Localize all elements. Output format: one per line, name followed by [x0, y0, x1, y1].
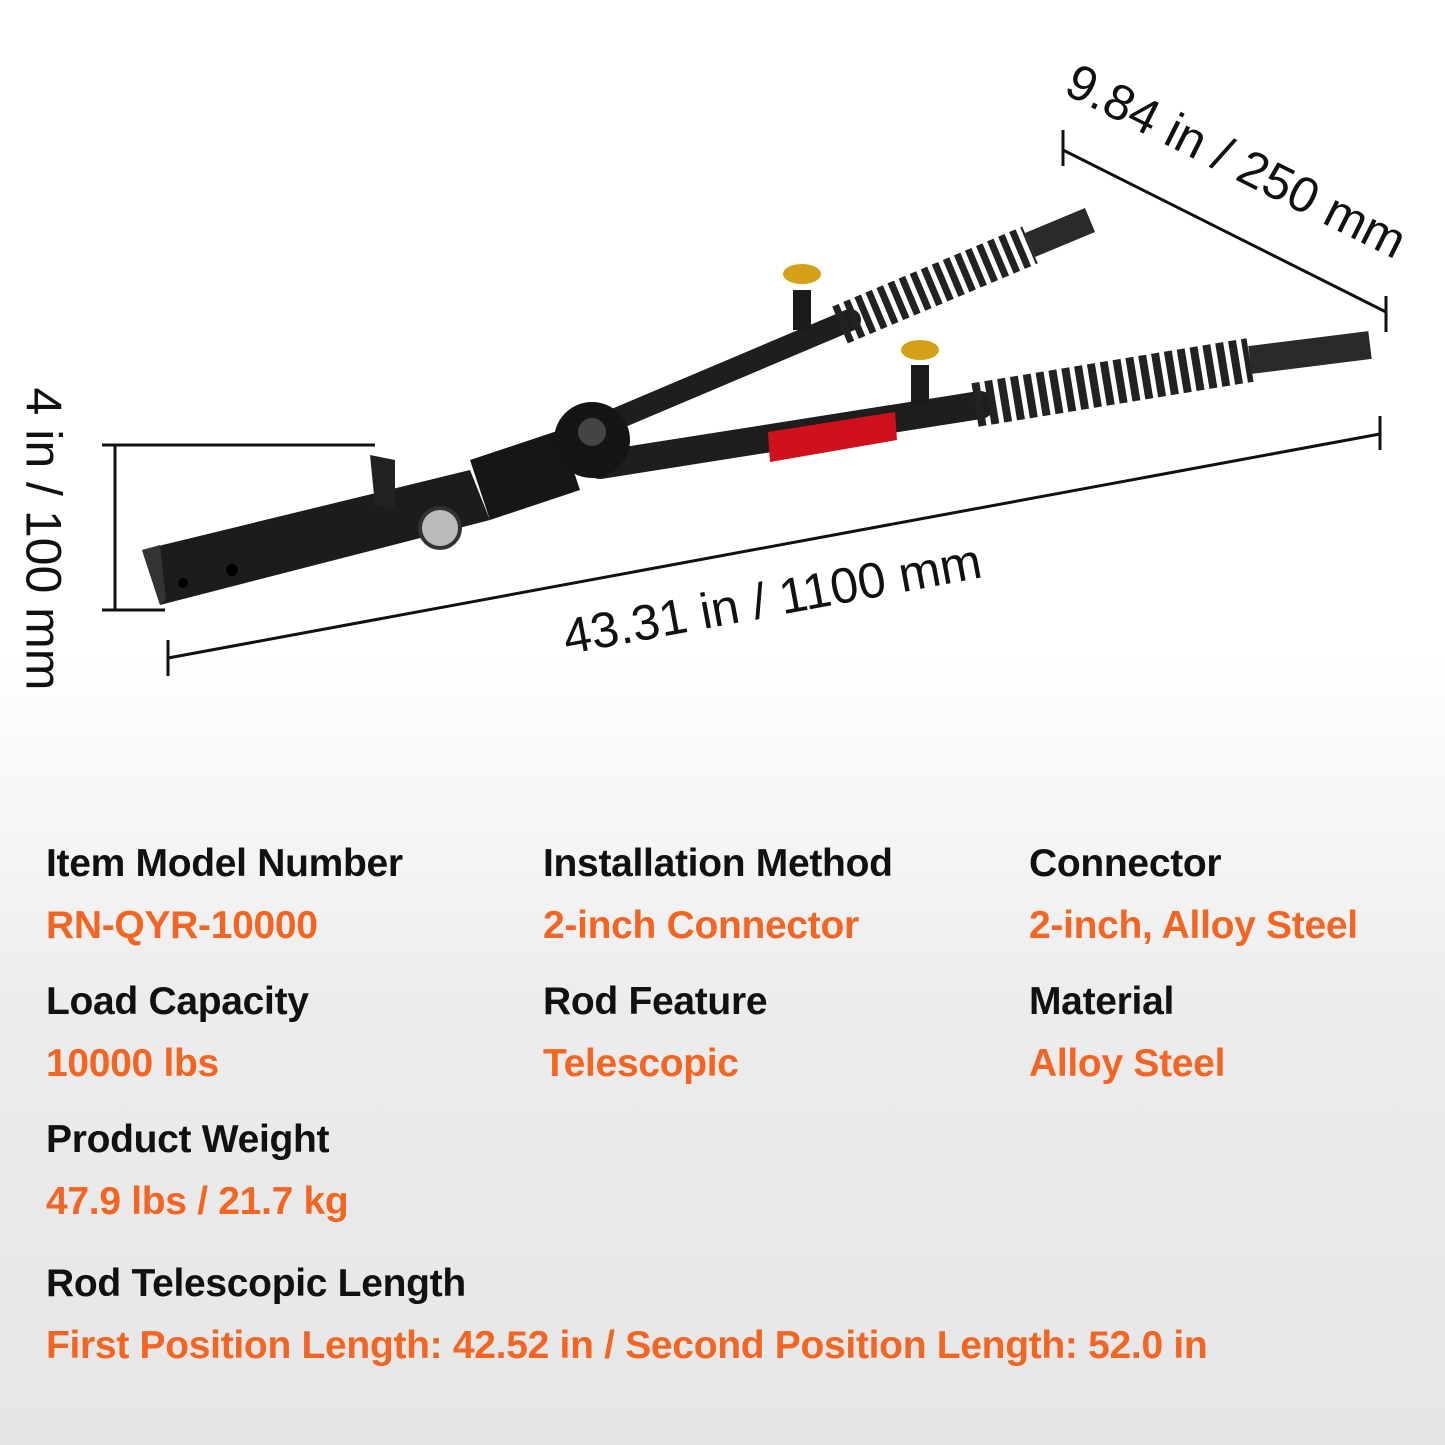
spec-value: First Position Length: 42.52 in / Second… [46, 1324, 1208, 1367]
spec-value: 2-inch, Alloy Steel [1029, 904, 1358, 947]
spec-rod-feature: Rod Feature Telescopic [543, 980, 768, 1086]
spec-value: 10000 lbs [46, 1042, 219, 1085]
spec-model-number: Item Model Number RN-QYR-10000 [46, 842, 403, 948]
spec-value: 2-inch Connector [543, 904, 859, 947]
lower-arm [586, 331, 1372, 479]
knob-icon [783, 264, 821, 284]
spec-label: Product Weight [46, 1118, 330, 1161]
spec-label: Rod Telescopic Length [46, 1262, 466, 1305]
spec-value: 47.9 lbs / 21.7 kg [46, 1180, 349, 1223]
spec-material: Material Alloy Steel [1029, 980, 1225, 1086]
height-dimension: 4 in / 100 mm [15, 387, 72, 691]
spec-label: Item Model Number [46, 842, 403, 885]
spec-label: Material [1029, 980, 1174, 1023]
spec-label: Rod Feature [543, 980, 768, 1023]
spec-product-weight: Product Weight 47.9 lbs / 21.7 kg [46, 1118, 349, 1224]
spec-load-capacity: Load Capacity 10000 lbs [46, 980, 309, 1086]
spec-value: Telescopic [543, 1042, 739, 1085]
tow-bar-product-image [102, 130, 1388, 676]
knob-icon [901, 340, 939, 360]
spec-connector: Connector 2-inch, Alloy Steel [1029, 842, 1358, 948]
upper-arm [579, 208, 1095, 441]
spec-value: RN-QYR-10000 [46, 904, 318, 947]
hitch-receiver [142, 430, 580, 605]
reflector-strip [768, 412, 897, 462]
spec-label: Installation Method [543, 842, 893, 885]
spec-value: Alloy Steel [1029, 1042, 1226, 1085]
spec-installation-method: Installation Method 2-inch Connector [543, 842, 893, 948]
spec-rod-telescopic-length: Rod Telescopic Length First Position Len… [46, 1262, 1208, 1368]
spec-label: Connector [1029, 842, 1222, 885]
dimension-lines [102, 130, 1388, 676]
spec-label: Load Capacity [46, 980, 309, 1023]
